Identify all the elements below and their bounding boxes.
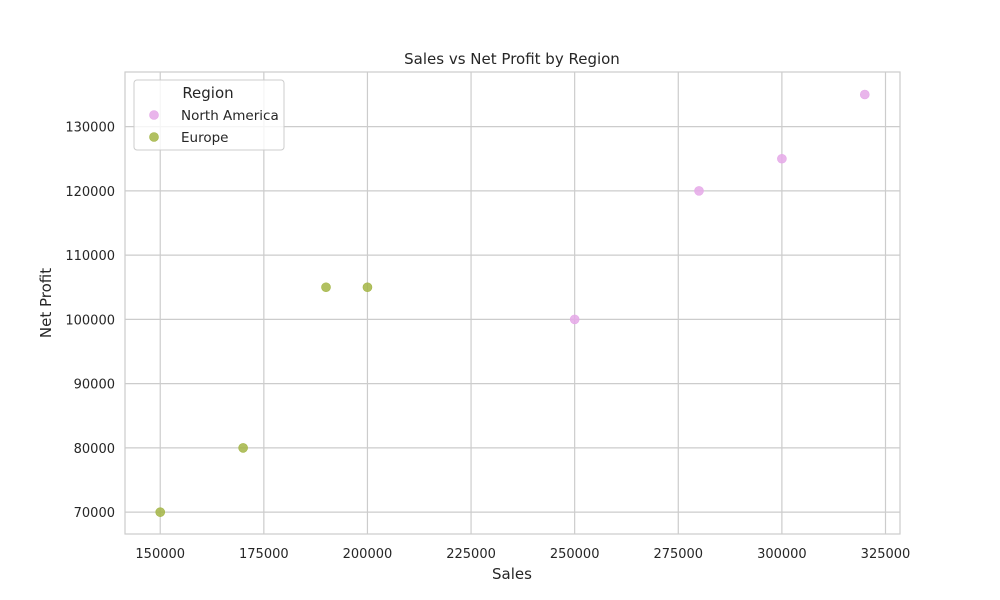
grid-lines bbox=[125, 72, 900, 534]
legend[interactable]: Region North America Europe bbox=[133, 79, 285, 151]
x-tick-label: 275000 bbox=[653, 547, 703, 562]
legend-marker-north-america bbox=[149, 110, 159, 120]
y-tick-label: 110000 bbox=[65, 249, 115, 264]
point-north-america bbox=[694, 186, 704, 196]
x-tick-label: 325000 bbox=[861, 547, 911, 562]
point-europe bbox=[321, 282, 331, 293]
x-axis-label: Sales bbox=[492, 565, 532, 583]
legend-label-north-america: North America bbox=[181, 108, 279, 124]
point-north-america bbox=[859, 89, 870, 100]
x-tick-label: 175000 bbox=[239, 547, 289, 562]
x-tick-label: 250000 bbox=[550, 547, 600, 562]
legend-box bbox=[133, 79, 285, 151]
x-tick-label: 300000 bbox=[757, 547, 807, 562]
point-europe bbox=[155, 507, 166, 517]
chart-title: Sales vs Net Profit by Region bbox=[404, 50, 620, 68]
y-tick-label: 80000 bbox=[74, 442, 115, 457]
y-axis-ticks: 70000 80000 90000 100000 110000 120000 130000 bbox=[65, 121, 115, 522]
y-tick-label: 70000 bbox=[74, 506, 115, 521]
y-axis-label: Net Profit bbox=[37, 268, 55, 338]
x-tick-label: 200000 bbox=[343, 547, 393, 562]
point-europe bbox=[362, 282, 373, 293]
x-axis-ticks: 150000 175000 200000 225000 250000 275000 3000… bbox=[135, 547, 910, 562]
legend-items: North America Europe bbox=[149, 108, 279, 146]
y-tick-label: 100000 bbox=[65, 313, 115, 328]
legend-title: Region bbox=[182, 84, 233, 102]
legend-label-europe: Europe bbox=[181, 130, 228, 146]
x-tick-label: 225000 bbox=[446, 547, 496, 562]
point-north-america bbox=[777, 153, 787, 164]
y-tick-label: 90000 bbox=[74, 378, 115, 393]
legend-marker-europe bbox=[149, 132, 159, 142]
plot-area-frame bbox=[124, 71, 901, 535]
y-tick-label: 120000 bbox=[65, 185, 115, 200]
point-europe bbox=[238, 443, 248, 453]
y-tick-label: 130000 bbox=[65, 121, 115, 136]
point-north-america bbox=[569, 314, 580, 325]
data-points bbox=[155, 89, 870, 517]
x-tick-label: 150000 bbox=[135, 547, 185, 562]
